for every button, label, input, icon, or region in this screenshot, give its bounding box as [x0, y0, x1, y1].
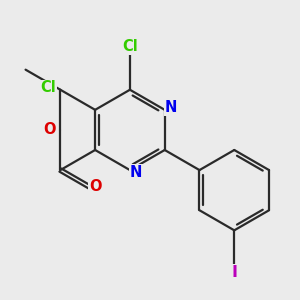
- Text: Cl: Cl: [122, 39, 138, 54]
- Text: N: N: [164, 100, 177, 115]
- Text: O: O: [43, 122, 56, 137]
- Text: I: I: [231, 265, 237, 280]
- Text: Cl: Cl: [40, 80, 56, 95]
- Text: O: O: [89, 179, 101, 194]
- Text: N: N: [130, 165, 142, 180]
